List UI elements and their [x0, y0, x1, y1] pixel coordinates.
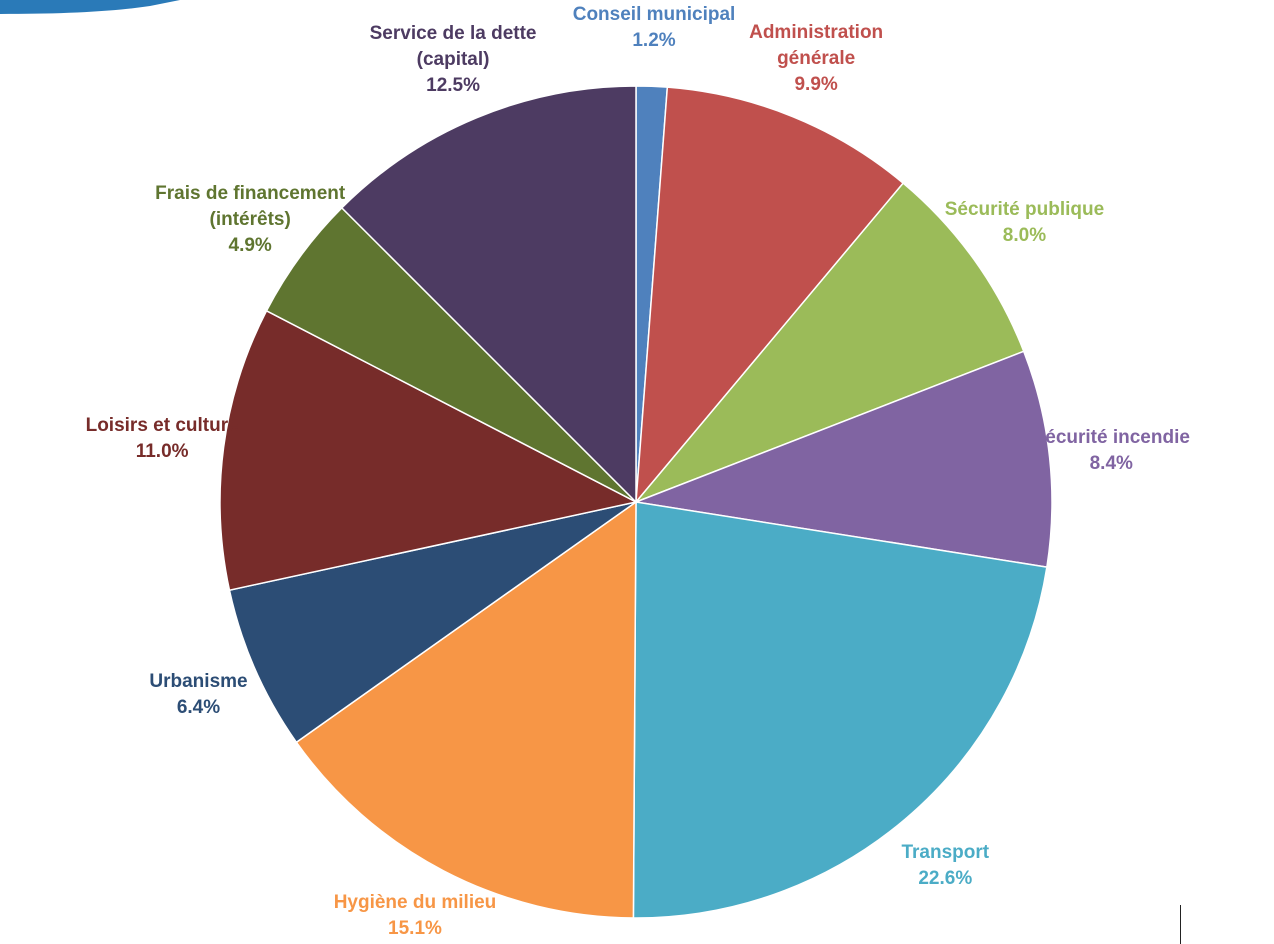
- slice-label: Transport 22.6%: [901, 840, 989, 892]
- slice-label: Sécurité incendie 8.4%: [1033, 425, 1190, 477]
- slice-label: Conseil municipal 1.2%: [573, 2, 736, 54]
- slice-label: Loisirs et culture 11.0%: [86, 413, 239, 465]
- slice-label: Frais de financement (intérêts) 4.9%: [155, 181, 345, 259]
- slice-category-text: (intérêts): [209, 208, 291, 230]
- pie-slice: [632, 501, 1048, 919]
- slice-value-text: 22.6%: [918, 868, 973, 890]
- pie-slice: [635, 182, 1025, 503]
- pie-slice: [219, 309, 639, 592]
- slice-category-text: Hygiène du milieu: [333, 892, 497, 913]
- slice-label: Sécurité publique 8.0%: [945, 197, 1104, 249]
- slice-category-text: Urbanisme: [149, 670, 248, 692]
- slice-label: Administration générale 9.9%: [749, 20, 883, 98]
- pie-slice: [633, 350, 1053, 568]
- slice-label: Hygiène du milieu 15.1%: [334, 890, 497, 942]
- slice-value-text: 4.9%: [228, 234, 272, 256]
- slice-category-text: Service de la dette: [369, 23, 537, 45]
- corner-banner-decoration: [0, 0, 180, 14]
- slice-category-text: Administration: [749, 22, 884, 44]
- pie-slice: [340, 85, 637, 504]
- slice-category-text: Sécurité incendie: [1032, 427, 1190, 449]
- slice-value-text: 1.2%: [632, 30, 676, 51]
- slice-value-text: 11.0%: [135, 441, 189, 463]
- slice-value-text: 15.1%: [388, 918, 442, 939]
- slice-value-text: 9.9%: [794, 74, 838, 96]
- slice-category-text: Conseil municipal: [572, 4, 736, 25]
- pie-slice: [635, 86, 905, 505]
- slice-category-text: Transport: [901, 842, 990, 864]
- slice-category-text: Loisirs et culture: [85, 415, 239, 437]
- slice-value-text: 8.0%: [1002, 225, 1047, 247]
- slice-category-text: (capital): [416, 49, 490, 71]
- pie-slice: [228, 501, 637, 744]
- slice-value-text: 8.4%: [1089, 453, 1133, 475]
- slice-value-text: 6.4%: [176, 696, 221, 718]
- divider-line: [1180, 905, 1181, 944]
- slice-category-text: générale: [777, 48, 856, 70]
- pie-slice: [295, 500, 637, 919]
- slice-value-text: 12.5%: [426, 75, 480, 97]
- slice-category-text: Frais de financement: [155, 182, 346, 204]
- slice-category-text: Sécurité publique: [944, 199, 1105, 221]
- slice-label: Urbanisme 6.4%: [149, 669, 247, 721]
- slice-label: Service de la dette (capital) 12.5%: [370, 21, 537, 99]
